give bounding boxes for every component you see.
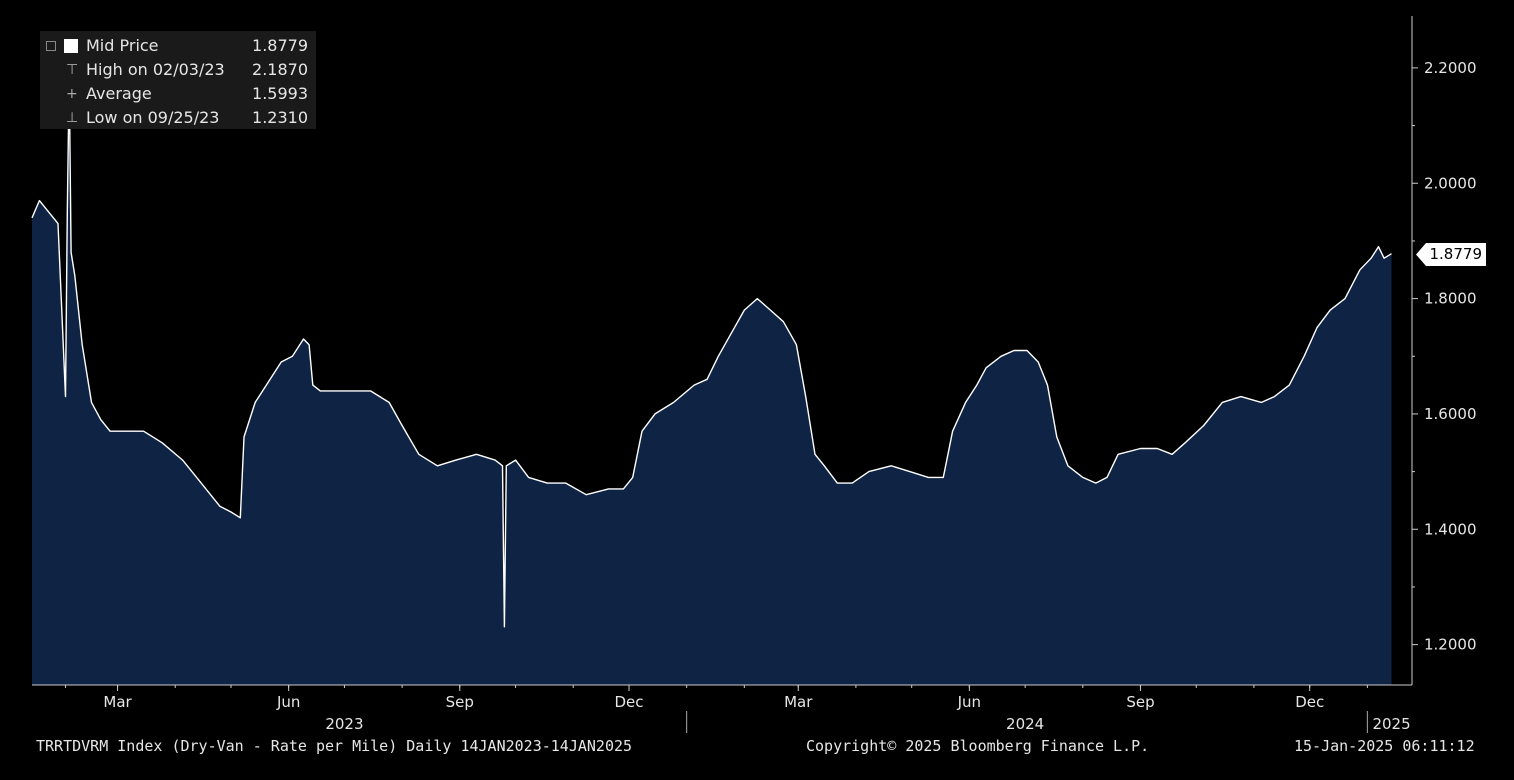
x-tick-label: Dec xyxy=(1295,693,1324,711)
mid-price-swatch xyxy=(64,39,78,53)
y-tick-label: 2.0000 xyxy=(1424,174,1477,192)
x-tick-label: Jun xyxy=(276,693,300,711)
y-tick-label: 1.2000 xyxy=(1424,636,1477,654)
year-label: 2023 xyxy=(325,715,363,733)
legend-high-label: High on 02/03/23 xyxy=(86,60,225,79)
year-label: 2025 xyxy=(1372,715,1410,733)
price-area-fill xyxy=(32,75,1392,685)
x-tick-label: Dec xyxy=(614,693,643,711)
collapse-box-icon[interactable] xyxy=(46,41,56,51)
legend-row-low: ⊥ Low on 09/25/23 1.2310 xyxy=(40,106,316,130)
legend-high-value: 2.1870 xyxy=(252,60,308,79)
average-marker-icon: + xyxy=(66,86,78,102)
price-series-line xyxy=(31,74,1392,628)
footer-index-description: TRRTDVRM Index (Dry-Van - Rate per Mile)… xyxy=(36,737,633,755)
year-label: 2024 xyxy=(1006,715,1044,733)
legend: Mid Price 1.8779 ⊤ High on 02/03/23 2.18… xyxy=(40,31,316,129)
legend-low-value: 1.2310 xyxy=(252,108,308,127)
x-tick-label: Sep xyxy=(1126,693,1154,711)
legend-low-label: Low on 09/25/23 xyxy=(86,108,220,127)
current-value-badge: 1.8779 xyxy=(1416,243,1486,266)
high-marker-icon: ⊤ xyxy=(66,62,79,78)
x-tick-label: Mar xyxy=(103,693,132,711)
x-tick-label: Jun xyxy=(957,693,981,711)
legend-mid-value: 1.8779 xyxy=(252,36,308,55)
footer-timestamp: 15-Jan-2025 06:11:12 xyxy=(1294,737,1475,755)
legend-average-value: 1.5993 xyxy=(252,84,308,103)
legend-row-mid: Mid Price 1.8779 xyxy=(40,34,316,58)
y-tick-label: 1.8000 xyxy=(1424,290,1477,308)
y-tick-label: 2.2000 xyxy=(1424,59,1477,77)
footer-copyright: Copyright© 2025 Bloomberg Finance L.P. xyxy=(806,737,1150,755)
y-tick-label: 1.4000 xyxy=(1424,520,1477,538)
low-marker-icon: ⊥ xyxy=(66,110,79,126)
y-tick-label: 1.6000 xyxy=(1424,405,1477,423)
legend-average-label: Average xyxy=(86,84,152,103)
x-tick-label: Mar xyxy=(784,693,813,711)
legend-row-average: + Average 1.5993 xyxy=(40,82,316,106)
legend-row-high: ⊤ High on 02/03/23 2.1870 xyxy=(40,58,316,82)
x-tick-label: Sep xyxy=(446,693,474,711)
legend-mid-label: Mid Price xyxy=(86,36,159,55)
